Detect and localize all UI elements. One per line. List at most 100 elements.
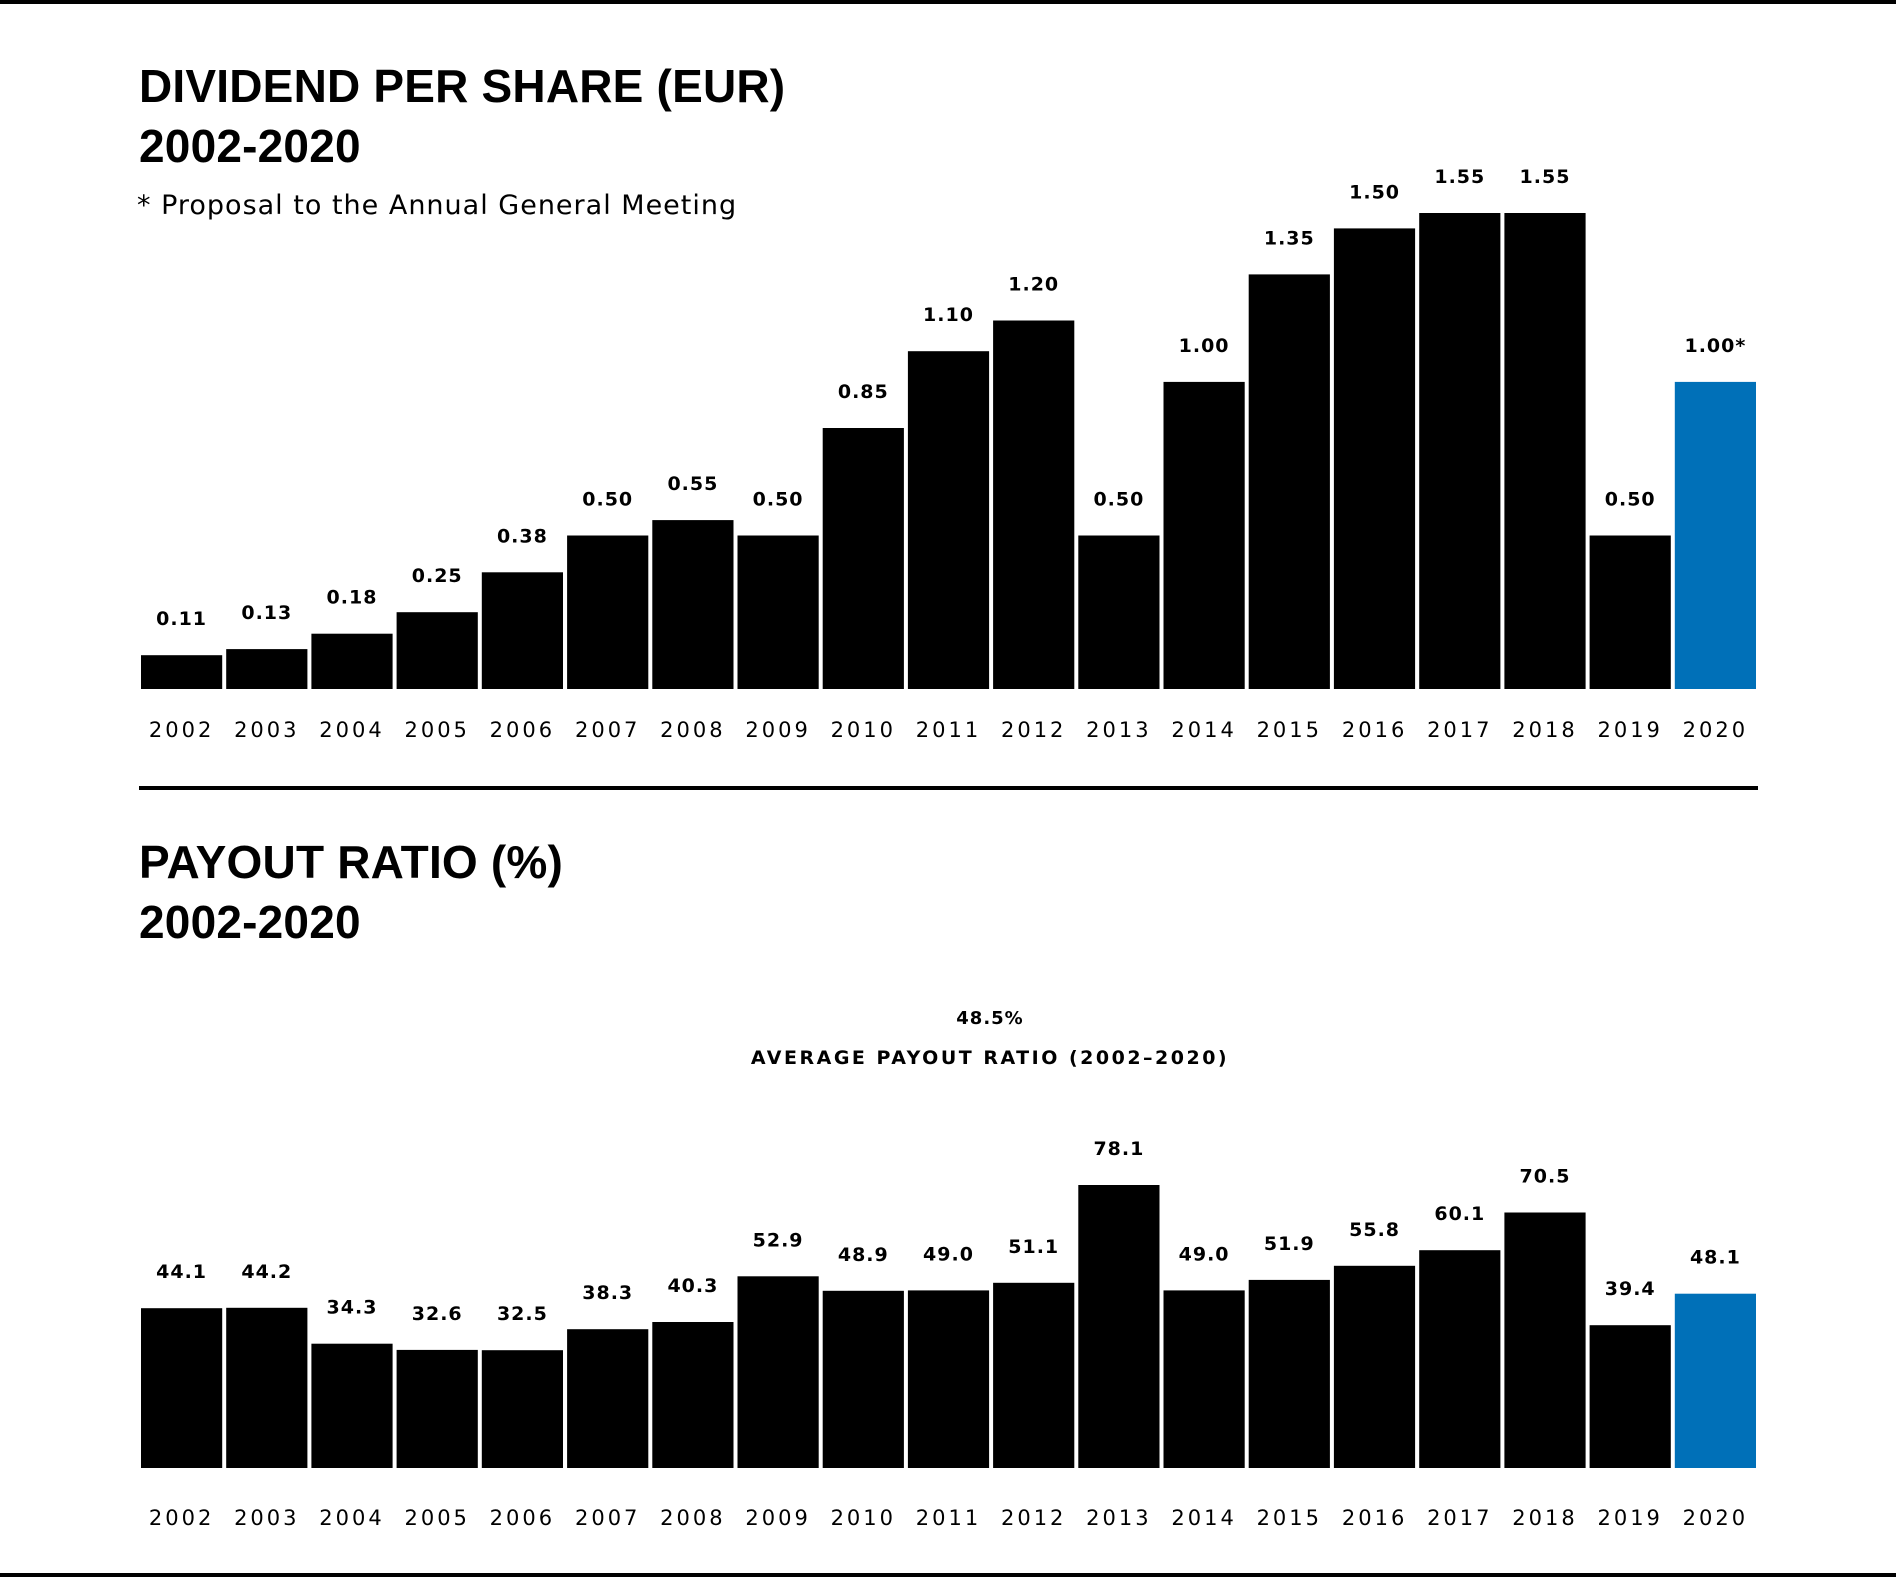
data-label-2005: 32.6 <box>412 1303 463 1325</box>
proposal-footnote: * Proposal to the Annual General Meeting <box>137 190 738 221</box>
bar-2018 <box>1504 213 1586 689</box>
bar-2007 <box>567 535 649 689</box>
data-label-2007: 38.3 <box>582 1282 633 1304</box>
bar-2019 <box>1589 535 1671 689</box>
data-label-2019: 0.50 <box>1605 489 1656 511</box>
bar-2015 <box>1248 1279 1330 1468</box>
x-tick-2013: 2013 <box>1086 1506 1151 1530</box>
x-tick-2016: 2016 <box>1342 718 1407 742</box>
data-label-2008: 40.3 <box>667 1275 718 1297</box>
data-label-2020: 48.1 <box>1690 1247 1741 1269</box>
x-tick-2010: 2010 <box>831 718 896 742</box>
x-tick-2016: 2016 <box>1342 1506 1407 1530</box>
bar-2006 <box>481 572 563 689</box>
x-tick-2007: 2007 <box>575 1506 640 1530</box>
x-tick-2006: 2006 <box>490 718 555 742</box>
bar-2005 <box>396 612 478 689</box>
bar-2018 <box>1504 1212 1586 1468</box>
bar-2006 <box>481 1350 563 1468</box>
bar-2014 <box>1163 1290 1245 1468</box>
bar-2007 <box>567 1329 649 1468</box>
bar-2020 <box>1674 1293 1756 1468</box>
bar-2013 <box>1078 535 1160 689</box>
x-tick-2018: 2018 <box>1512 1506 1577 1530</box>
x-tick-2005: 2005 <box>404 718 469 742</box>
average-payout-label: AVERAGE PAYOUT RATIO (2002–2020) <box>750 1047 1230 1069</box>
bar-2008 <box>652 1322 734 1468</box>
data-label-2011: 1.10 <box>923 304 974 326</box>
x-tick-2007: 2007 <box>575 718 640 742</box>
x-tick-2011: 2011 <box>916 718 981 742</box>
data-label-2008: 0.55 <box>667 473 718 495</box>
bar-2012 <box>993 320 1075 689</box>
data-label-2013: 0.50 <box>1093 489 1144 511</box>
payout-title: PAYOUT RATIO (%) <box>139 836 564 888</box>
x-tick-2003: 2003 <box>234 718 299 742</box>
x-tick-2014: 2014 <box>1171 1506 1236 1530</box>
data-label-2017: 1.55 <box>1434 166 1485 188</box>
bar-2012 <box>993 1282 1075 1468</box>
x-tick-2012: 2012 <box>1001 718 1066 742</box>
data-label-2002: 0.11 <box>156 608 207 630</box>
data-label-2010: 0.85 <box>838 381 889 403</box>
bar-2013 <box>1078 1185 1160 1468</box>
data-label-2019: 39.4 <box>1605 1278 1656 1300</box>
x-tick-2006: 2006 <box>490 1506 555 1530</box>
bar-2019 <box>1589 1325 1671 1468</box>
payout-chart-title: PAYOUT RATIO (%) 2002-2020 <box>139 832 563 952</box>
data-label-2005: 0.25 <box>412 565 463 587</box>
bar-2003 <box>226 649 308 689</box>
bar-2011 <box>907 351 990 689</box>
x-tick-2009: 2009 <box>745 718 810 742</box>
x-tick-2003: 2003 <box>234 1506 299 1530</box>
x-tick-2004: 2004 <box>319 718 384 742</box>
x-tick-2020: 2020 <box>1683 718 1748 742</box>
x-tick-2019: 2019 <box>1597 718 1662 742</box>
data-label-2004: 0.18 <box>327 587 378 609</box>
bar-2016 <box>1333 1265 1416 1468</box>
x-tick-2017: 2017 <box>1427 718 1492 742</box>
bar-2009 <box>737 535 819 689</box>
bar-2017 <box>1419 213 1501 689</box>
dividend-subtitle: 2002-2020 <box>139 120 361 172</box>
x-tick-2002: 2002 <box>149 718 214 742</box>
x-tick-2005: 2005 <box>404 1506 469 1530</box>
data-label-2003: 44.2 <box>241 1261 292 1283</box>
x-tick-2012: 2012 <box>1001 1506 1066 1530</box>
data-label-2006: 0.38 <box>497 525 548 547</box>
data-label-2015: 51.9 <box>1264 1233 1315 1255</box>
bar-2008 <box>652 520 734 689</box>
data-label-2014: 49.0 <box>1179 1243 1230 1265</box>
bottom-rule <box>0 1573 1896 1577</box>
data-label-2007: 0.50 <box>582 489 633 511</box>
dividend-title: DIVIDEND PER SHARE (EUR) <box>139 60 786 112</box>
bar-2017 <box>1419 1250 1501 1468</box>
bar-2002 <box>141 1308 223 1468</box>
data-label-2014: 1.00 <box>1179 335 1230 357</box>
bar-2015 <box>1248 274 1330 689</box>
data-label-2018: 70.5 <box>1520 1166 1571 1188</box>
x-tick-2002: 2002 <box>149 1506 214 1530</box>
data-label-2015: 1.35 <box>1264 227 1315 249</box>
data-label-2004: 34.3 <box>327 1297 378 1319</box>
top-rule <box>0 0 1896 4</box>
bar-2010 <box>822 428 904 689</box>
bar-2003 <box>226 1307 308 1468</box>
bar-2009 <box>737 1276 819 1468</box>
data-label-2016: 1.50 <box>1349 181 1400 203</box>
x-tick-2015: 2015 <box>1257 718 1322 742</box>
x-tick-2017: 2017 <box>1427 1506 1492 1530</box>
data-label-2012: 51.1 <box>1008 1236 1059 1258</box>
data-label-2017: 60.1 <box>1434 1203 1485 1225</box>
data-label-2003: 0.13 <box>241 602 292 624</box>
bar-2005 <box>396 1349 478 1468</box>
data-label-2020: 1.00* <box>1684 335 1746 357</box>
x-tick-2015: 2015 <box>1257 1506 1322 1530</box>
dividend-per-share-chart: 0.11 2002 0.13 2003 0.18 2004 0.25 2005 0.38 2006… <box>141 166 1756 742</box>
x-tick-2011: 2011 <box>916 1506 981 1530</box>
bar-2014 <box>1163 381 1245 689</box>
average-payout-value: 48.5% <box>956 1008 1024 1029</box>
data-label-2009: 0.50 <box>753 489 804 511</box>
payout-ratio-chart: 44.1 2002 44.2 2003 34.3 2004 32.6 2005 32.5 2006… <box>141 1138 1756 1530</box>
x-tick-2009: 2009 <box>745 1506 810 1530</box>
